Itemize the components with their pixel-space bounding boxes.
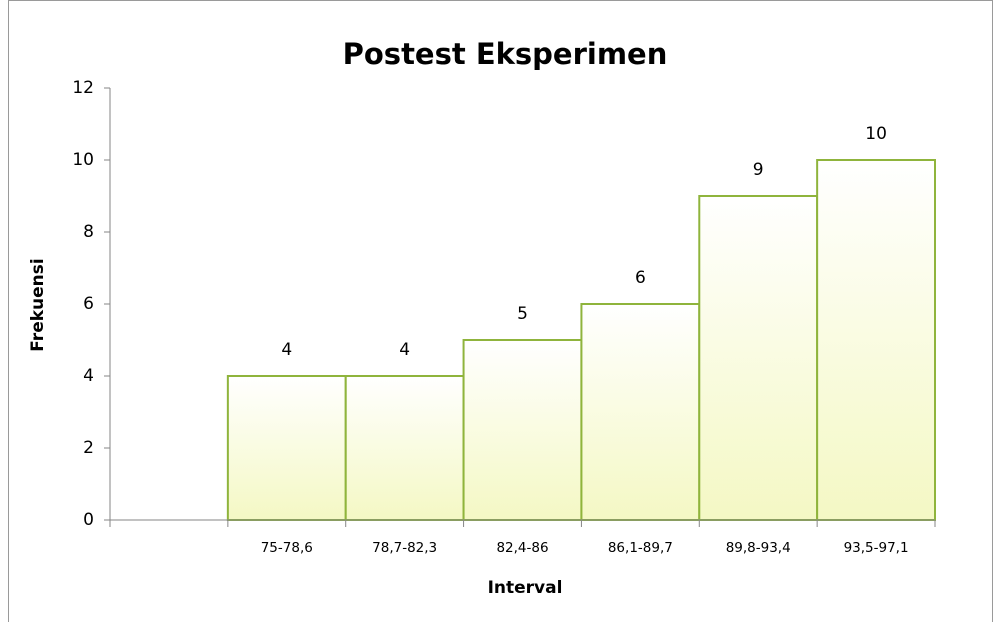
- y-tick-label: 0: [83, 510, 94, 530]
- bar: [344, 375, 465, 521]
- data-label: 6: [635, 268, 646, 288]
- y-tick-label: 6: [83, 294, 94, 314]
- y-tick-label: 4: [83, 366, 94, 386]
- data-label: 10: [865, 124, 887, 144]
- bar: [698, 195, 819, 521]
- bar: [580, 303, 701, 521]
- bar: [462, 339, 583, 521]
- x-tick-label: 86,1-89,7: [608, 540, 673, 556]
- data-label: 5: [517, 304, 528, 324]
- chart-title: Postest Eksperimen: [343, 37, 668, 71]
- data-label: 4: [281, 340, 292, 360]
- x-tick-label: 93,5-97,1: [844, 540, 909, 556]
- y-tick-label: 8: [83, 222, 94, 242]
- x-tick-label: 82,4-86: [496, 540, 548, 556]
- y-axis-label: Frekuensi: [28, 258, 48, 351]
- x-tick-label: 78,7-82,3: [372, 540, 437, 556]
- y-tick-label: 10: [72, 150, 94, 170]
- bar: [816, 159, 937, 521]
- x-axis-label: Interval: [488, 578, 563, 598]
- y-tick-label: 2: [83, 438, 94, 458]
- y-tick-label: 12: [72, 78, 94, 98]
- x-tick-label: 89,8-93,4: [726, 540, 791, 556]
- x-tick-label: 75-78,6: [261, 540, 313, 556]
- bar: [226, 375, 347, 521]
- data-label: 4: [399, 340, 410, 360]
- data-label: 9: [753, 160, 764, 180]
